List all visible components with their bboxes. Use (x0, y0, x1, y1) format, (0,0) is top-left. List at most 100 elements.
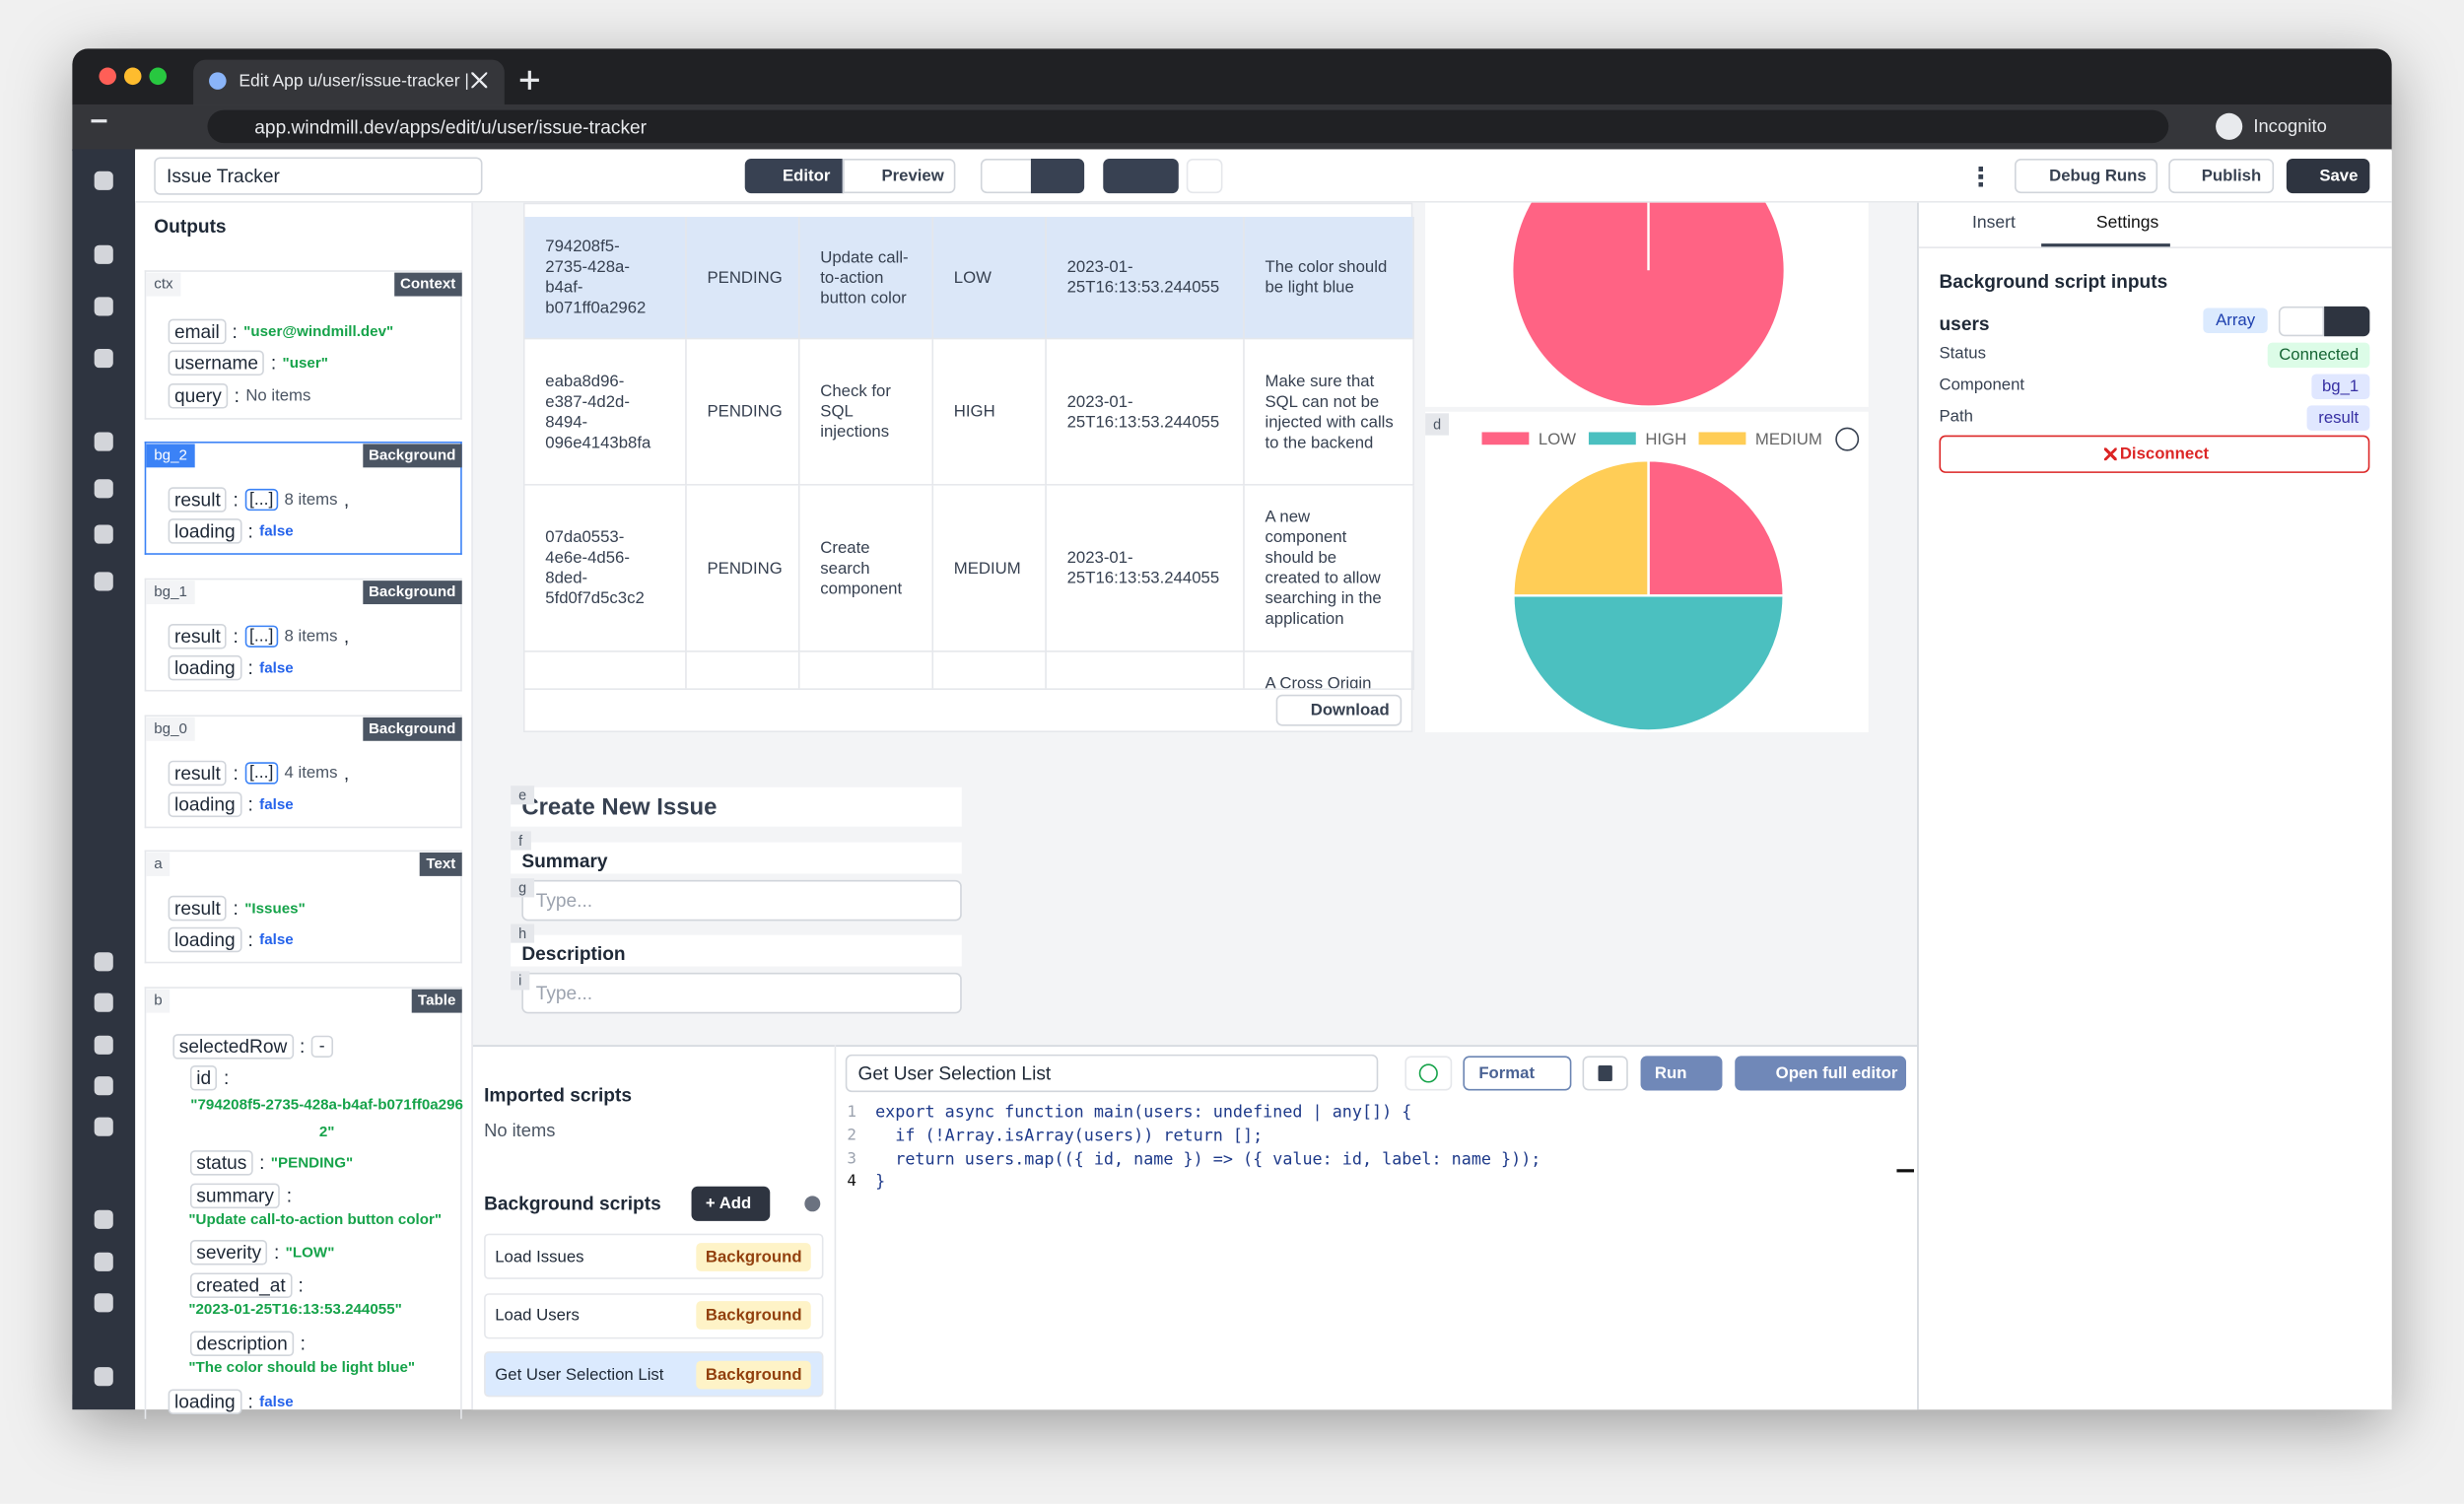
script-kind-badge: Background (696, 1301, 812, 1330)
field-value: false (259, 522, 294, 540)
cell-text: Update call-to-action button color (820, 247, 909, 308)
nav-icon[interactable] (94, 1367, 113, 1387)
field-key: severity (189, 1239, 268, 1266)
script-kind-badge: Background (696, 1359, 812, 1389)
settings-tab[interactable]: Settings (2095, 213, 2159, 233)
component-tag: h (511, 924, 535, 943)
field-key: loading (168, 926, 242, 953)
fullscreen-button[interactable] (1186, 159, 1223, 194)
field-separator: : (298, 1274, 304, 1297)
legend-swatch (1698, 432, 1746, 445)
output-field: description: (189, 1331, 306, 1356)
desktop-toggle[interactable] (1030, 159, 1085, 194)
nav-icon[interactable] (94, 479, 113, 499)
nav-icon[interactable] (94, 1209, 113, 1229)
component-tag: g (511, 878, 535, 898)
editor-button[interactable] (744, 159, 845, 194)
window-control[interactable] (99, 67, 116, 86)
output-panel[interactable] (144, 850, 462, 964)
check-button[interactable] (1404, 1056, 1453, 1091)
disconnect-label: Disconnect (2119, 445, 2210, 464)
pie-slice (1512, 594, 1785, 732)
run-button[interactable] (1640, 1056, 1723, 1091)
table-row[interactable] (524, 217, 1414, 340)
delete-button[interactable] (1582, 1056, 1628, 1091)
field-value: false (259, 930, 294, 949)
component-kind-tag: Background (362, 717, 462, 741)
add-button[interactable] (691, 1186, 771, 1221)
tab-close-x[interactable] (471, 72, 488, 89)
save-button[interactable] (2286, 159, 2370, 194)
nav-icon[interactable] (94, 1117, 113, 1136)
top-pie-chart (1513, 202, 1784, 406)
table-component: 794208f5-2735-428a-b4af-b071ff0a2962 PEND… (522, 202, 1414, 732)
more-menu[interactable] (1978, 167, 1984, 187)
output-panel[interactable] (144, 715, 462, 829)
app-name-input[interactable] (154, 157, 483, 195)
nav-icon[interactable] (94, 1035, 113, 1055)
table-cell: Update call-to-action button color (800, 217, 934, 340)
table-row[interactable] (524, 485, 1414, 652)
field-value: 8 items (284, 490, 338, 510)
field-key: created_at (189, 1272, 293, 1298)
nav-icon[interactable] (94, 524, 113, 544)
field-key: loading (168, 518, 242, 544)
nav-icon[interactable] (94, 1293, 113, 1313)
window-control[interactable] (149, 67, 168, 86)
output-panel[interactable] (144, 578, 462, 692)
edit-button[interactable] (2278, 306, 2325, 337)
debug-runs-button[interactable] (2015, 159, 2158, 194)
output-field: loading: false (168, 518, 294, 544)
code-line: export async function main(users: undefi… (875, 1103, 1412, 1123)
nav-icon[interactable] (94, 992, 113, 1012)
table-cell: 2023-01-25T16:13:53.244055 (1047, 485, 1245, 652)
output-field: result: [...] 8 items, (168, 623, 349, 650)
field-key: loading (168, 654, 242, 681)
nav-icon[interactable] (94, 432, 113, 451)
table-cell: HIGH (933, 339, 1047, 486)
omnibox[interactable] (207, 109, 2169, 144)
nav-icon[interactable] (94, 348, 113, 369)
nav-icon[interactable] (94, 1076, 113, 1096)
preview-button[interactable] (842, 159, 956, 194)
trash-icon (1598, 1065, 1612, 1081)
output-panel[interactable] (144, 442, 462, 555)
tab[interactable] (193, 59, 505, 105)
active-tab-underline (2041, 243, 2170, 247)
connect-button[interactable] (2324, 306, 2370, 337)
cell-text: 07da0553-4e6e-4d56-8ded-5fd0f7d5c3c2 (545, 527, 645, 609)
output-panel[interactable] (144, 987, 462, 1419)
nav-icon[interactable] (94, 1252, 113, 1271)
field-value: "user" (282, 354, 328, 373)
insert-tab[interactable]: Insert (1971, 213, 2016, 233)
publish-button[interactable] (2168, 159, 2275, 194)
table-row[interactable] (524, 339, 1414, 486)
back-button[interactable] (91, 119, 107, 132)
field-key: id (189, 1065, 218, 1091)
check-icon (1418, 1063, 1438, 1083)
format-button[interactable] (1463, 1056, 1572, 1091)
description-input[interactable] (521, 972, 962, 1014)
nav-icon[interactable] (94, 572, 113, 591)
nav-icon[interactable] (94, 297, 113, 316)
field-separator: : (247, 793, 253, 816)
output-panel[interactable] (144, 270, 462, 420)
field-key: query (168, 383, 229, 409)
field-value: "794208f5-2735-428a-b4af-b071ff0a2962" (190, 1096, 463, 1141)
nav-icon[interactable] (94, 952, 113, 972)
summary-input[interactable] (521, 879, 962, 922)
field-value: "LOW" (285, 1243, 335, 1262)
open-editor-button[interactable] (1735, 1056, 1907, 1091)
refresh-button[interactable] (1835, 427, 1860, 451)
window-control[interactable] (123, 67, 142, 86)
download-button[interactable] (1275, 694, 1403, 726)
table-cell: MEDIUM (933, 485, 1047, 652)
script-name-input[interactable] (845, 1054, 1379, 1093)
input-name: users (1939, 312, 1990, 335)
disconnect-button[interactable] (1939, 435, 2370, 473)
nav-icon[interactable] (94, 171, 113, 190)
layout-toggle[interactable] (1103, 159, 1179, 194)
nav-icon[interactable] (94, 244, 113, 264)
mobile-toggle[interactable] (980, 159, 1033, 194)
app-name: Issue Tracker (167, 165, 280, 187)
